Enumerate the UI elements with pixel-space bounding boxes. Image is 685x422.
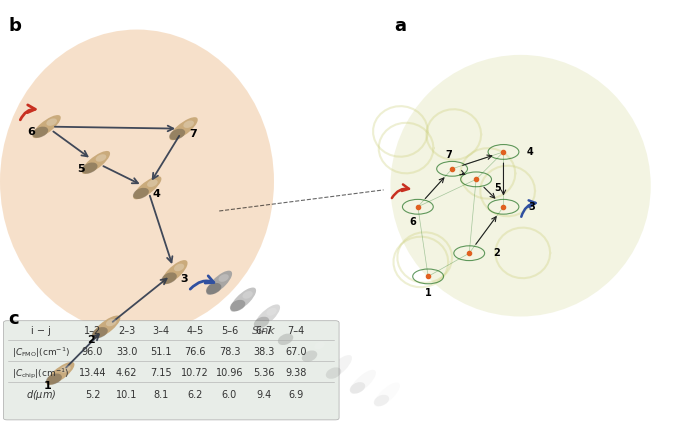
Ellipse shape <box>314 342 325 349</box>
Ellipse shape <box>82 162 97 174</box>
Ellipse shape <box>32 127 48 138</box>
Text: 8.1: 8.1 <box>153 390 169 400</box>
Ellipse shape <box>169 129 185 140</box>
Ellipse shape <box>219 274 229 282</box>
Text: 51.1: 51.1 <box>150 347 172 357</box>
Text: $d$($\mu$m): $d$($\mu$m) <box>26 387 56 402</box>
Ellipse shape <box>82 151 110 174</box>
Text: 4: 4 <box>153 189 161 199</box>
Text: 9.38: 9.38 <box>285 368 307 379</box>
Ellipse shape <box>278 333 293 345</box>
Text: 6.0: 6.0 <box>222 390 237 400</box>
Ellipse shape <box>106 319 116 326</box>
Ellipse shape <box>60 365 71 373</box>
Text: 5.36: 5.36 <box>253 368 275 379</box>
Text: 5–6: 5–6 <box>221 326 238 336</box>
Ellipse shape <box>374 382 400 407</box>
Text: 4: 4 <box>526 147 533 157</box>
Text: 78.3: 78.3 <box>219 347 240 357</box>
Text: $|C_{\rm chip}|$(cm$^{-1}$): $|C_{\rm chip}|$(cm$^{-1}$) <box>12 366 70 381</box>
Text: Sink: Sink <box>252 326 275 336</box>
Text: a: a <box>394 17 406 35</box>
Text: i − j: i − j <box>31 326 51 336</box>
Text: 6.2: 6.2 <box>188 390 203 400</box>
Ellipse shape <box>92 327 108 338</box>
Ellipse shape <box>230 287 256 312</box>
Text: 2–3: 2–3 <box>118 326 136 336</box>
Ellipse shape <box>46 362 75 385</box>
Text: 6.9: 6.9 <box>288 390 303 400</box>
Text: 10.1: 10.1 <box>116 390 138 400</box>
Text: b: b <box>8 17 21 35</box>
Ellipse shape <box>174 264 184 271</box>
Text: 1–2: 1–2 <box>84 326 101 336</box>
Text: 13.44: 13.44 <box>79 368 106 379</box>
FancyBboxPatch shape <box>3 321 339 420</box>
Ellipse shape <box>266 308 277 316</box>
Text: $|C_{\rm FMO}|$(cm$^{-1}$): $|C_{\rm FMO}|$(cm$^{-1}$) <box>12 345 70 360</box>
Text: 5: 5 <box>77 164 85 174</box>
Text: 96.0: 96.0 <box>82 347 103 357</box>
Ellipse shape <box>230 300 245 311</box>
Ellipse shape <box>162 272 177 284</box>
Ellipse shape <box>0 30 274 333</box>
Ellipse shape <box>254 316 269 328</box>
Ellipse shape <box>278 321 304 346</box>
Ellipse shape <box>338 359 349 366</box>
Text: 33.0: 33.0 <box>116 347 138 357</box>
Text: 1: 1 <box>425 288 432 298</box>
Text: 76.6: 76.6 <box>184 347 206 357</box>
Text: 3: 3 <box>529 202 536 212</box>
Text: 6: 6 <box>409 216 416 227</box>
Text: 2: 2 <box>87 335 95 345</box>
Ellipse shape <box>350 382 365 394</box>
Ellipse shape <box>302 350 317 362</box>
Text: 3: 3 <box>180 273 188 284</box>
Text: 1: 1 <box>44 381 52 391</box>
Ellipse shape <box>326 355 352 379</box>
Text: 6–7: 6–7 <box>255 326 273 336</box>
Text: 6: 6 <box>27 127 36 137</box>
Text: 4–5: 4–5 <box>186 326 204 336</box>
Text: 7–4: 7–4 <box>287 326 305 336</box>
Text: 5.2: 5.2 <box>85 390 100 400</box>
Ellipse shape <box>350 370 376 394</box>
Text: 4.62: 4.62 <box>116 368 138 379</box>
Ellipse shape <box>290 325 301 333</box>
Ellipse shape <box>242 291 253 299</box>
Text: 10.72: 10.72 <box>182 368 209 379</box>
Ellipse shape <box>133 176 162 199</box>
Text: 9.4: 9.4 <box>256 390 271 400</box>
Ellipse shape <box>254 304 280 329</box>
Ellipse shape <box>47 119 57 126</box>
Ellipse shape <box>147 180 158 187</box>
Ellipse shape <box>206 271 232 295</box>
Text: 38.3: 38.3 <box>253 347 275 357</box>
Ellipse shape <box>362 373 373 381</box>
Ellipse shape <box>169 117 198 140</box>
Ellipse shape <box>374 395 389 406</box>
Ellipse shape <box>184 121 194 128</box>
Text: 67.0: 67.0 <box>285 347 307 357</box>
Ellipse shape <box>92 316 121 338</box>
Text: 2: 2 <box>493 248 500 258</box>
Text: 7: 7 <box>189 129 197 139</box>
Ellipse shape <box>206 283 221 295</box>
Ellipse shape <box>162 260 188 284</box>
Ellipse shape <box>96 154 106 162</box>
Ellipse shape <box>133 188 149 199</box>
Ellipse shape <box>302 338 328 362</box>
Ellipse shape <box>46 373 62 385</box>
Ellipse shape <box>326 367 341 379</box>
Text: c: c <box>8 310 19 328</box>
Ellipse shape <box>390 55 651 316</box>
Text: 5: 5 <box>495 183 501 193</box>
Text: 7.15: 7.15 <box>150 368 172 379</box>
Text: 10.96: 10.96 <box>216 368 243 379</box>
Text: 7: 7 <box>445 150 452 160</box>
Text: 3–4: 3–4 <box>152 326 169 336</box>
Ellipse shape <box>32 115 61 138</box>
